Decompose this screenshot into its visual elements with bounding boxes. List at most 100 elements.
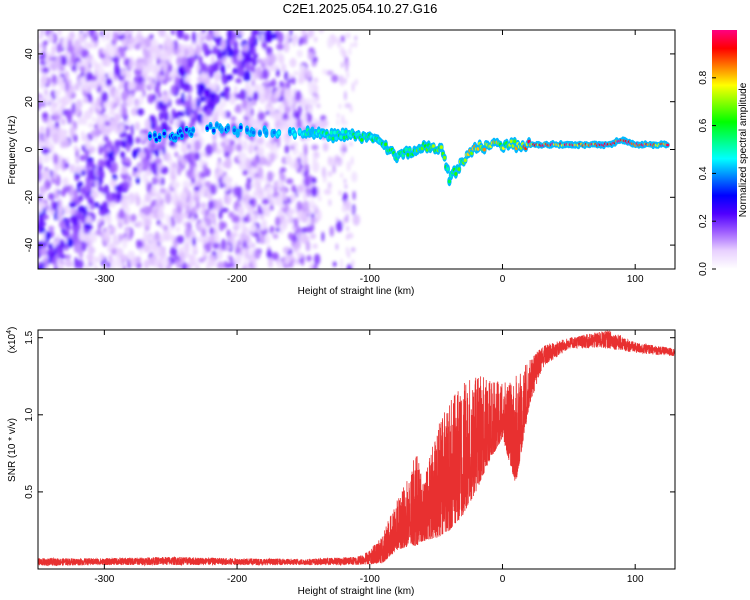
spectrogram-noise-blob (100, 30, 104, 37)
spectrogram-noise-blob (184, 139, 188, 147)
spectrogram-noise-blob (331, 74, 339, 83)
spectrogram-noise-blob (276, 136, 281, 148)
spectrogram-noise-blob (142, 172, 148, 183)
spectrogram-noise-blob (165, 69, 169, 81)
spectrogram-noise-blob (161, 257, 169, 268)
spectrogram-noise-blob (307, 107, 313, 114)
spectrogram-noise-blob (206, 33, 213, 41)
spectrogram-noise-blob (332, 261, 337, 267)
spectrogram-x-label: Height of straight line (km) (298, 286, 415, 297)
spectrogram-noise-blob (248, 36, 255, 45)
spectrogram-noise-blob (228, 211, 235, 219)
spectrogram-noise-blob (101, 186, 107, 194)
spectrogram-noise-blob (264, 90, 269, 100)
spectrogram-noise-blob (269, 53, 277, 64)
ridge-core (342, 135, 346, 140)
spectrogram-noise-blob (87, 169, 96, 181)
spectrogram-noise-blob (265, 185, 273, 196)
spectrogram-noise-blob (42, 214, 50, 220)
spectrogram-noise-blob (111, 161, 119, 173)
x-tick-label: -300 (94, 574, 114, 585)
spectrogram-noise-blob (272, 64, 280, 70)
spectrogram-noise-blob (119, 208, 125, 219)
spectrogram-noise-blob (223, 260, 228, 269)
spectrogram-noise-blob (235, 143, 243, 152)
spectrogram-noise-blob (103, 120, 111, 127)
spectrogram-noise-blob (106, 261, 111, 269)
ridge-core (443, 155, 447, 160)
spectrogram-noise-blob (354, 41, 357, 48)
ridge-core (431, 144, 436, 149)
spectrogram-noise-blob (66, 217, 71, 224)
spectrogram-noise-blob (265, 31, 274, 43)
spectrogram-noise-blob (71, 102, 76, 115)
spectrogram-noise-blob (218, 220, 225, 232)
spectrogram-noise-blob (329, 225, 335, 237)
spectrogram-noise-blob (193, 153, 197, 160)
spectrogram-noise-blob (232, 55, 236, 66)
spectrogram-noise-blob (83, 96, 89, 104)
spectrogram-noise-blob (236, 54, 244, 61)
snr-y-ticks: 0.5 1.0 1.5 (24, 330, 675, 499)
spectrogram-noise-blob (154, 259, 162, 265)
snr-y-multiplier-suffix: ) (7, 327, 18, 330)
spectrogram-noise-blob (198, 55, 203, 66)
spectrogram-noise-blob (160, 177, 165, 186)
snr-panel: -300 -200 -100 0 100 0.5 1.0 1.5 Height of str… (6, 327, 676, 597)
spectrogram-noise-blob (232, 238, 237, 250)
spectrogram-noise-blob (105, 140, 113, 149)
spectrogram-noise-blob (352, 214, 361, 226)
spectrogram-noise-blob (278, 54, 285, 65)
spectrogram-noise-blob (293, 217, 299, 229)
ridge-core (148, 134, 152, 139)
spectrogram-noise-blob (38, 100, 41, 111)
spectrogram-noise-blob (76, 182, 81, 194)
spectrogram-noise-blob (161, 50, 168, 62)
spectrogram-noise-blob (151, 123, 155, 129)
spectrogram-noise-blob (79, 65, 85, 72)
spectrogram-noise-blob (143, 259, 150, 269)
snr-frame (37, 329, 676, 570)
spectrogram-noise-blob (289, 30, 293, 37)
spectrogram-noise-blob (169, 170, 177, 177)
spectrogram-noise-blob (344, 216, 347, 223)
spectrogram-noise-blob (51, 102, 58, 109)
spectrogram-noise-blob (208, 200, 215, 211)
spectrogram-noise-blob (112, 31, 119, 43)
spectrogram-noise-blob (205, 217, 212, 227)
colorbar-label: Normalized spectral amplitude (738, 82, 749, 217)
spectrogram-noise-blob (176, 56, 183, 65)
spectrogram-noise-blob (41, 66, 50, 74)
spectrogram-noise-blob (114, 139, 123, 147)
spectrogram-noise-blob (147, 141, 152, 152)
spectrogram-noise-blob (232, 215, 241, 224)
spectrogram-noise-blob (160, 203, 165, 210)
ridge-core (509, 139, 514, 144)
spectrogram-noise-blob (154, 157, 162, 165)
spectrogram-noise-blob (183, 242, 190, 254)
spectrogram-noise-blob (279, 80, 284, 88)
spectrogram-noise-blob (208, 235, 216, 243)
spectrogram-noise-blob (275, 216, 281, 227)
spectrogram-noise-blob (313, 118, 318, 124)
spectrogram-noise-blob (304, 144, 308, 157)
spectrogram-noise-blob (257, 111, 266, 121)
spectrogram-noise-blob (237, 205, 245, 214)
snr-y-multiplier-exponent: 4 (6, 330, 13, 334)
ridge-core (251, 130, 256, 135)
spectrogram-noise-blob (155, 232, 160, 242)
spectrogram-noise-blob (170, 30, 175, 36)
spectrogram-noise-blob (100, 170, 105, 180)
spectrogram-noise-blob (185, 73, 190, 80)
spectrogram-noise-blob (113, 117, 118, 127)
spectrogram-noise-blob (282, 112, 288, 121)
spectrogram-noise-blob (92, 191, 100, 198)
spectrogram-noise-blob (271, 197, 278, 206)
spectrogram-noise-blob (313, 263, 318, 269)
spectrogram-noise-blob (257, 181, 261, 188)
spectrogram-noise-blob (40, 30, 44, 37)
spectrogram-noise-blob (290, 193, 297, 202)
spectrogram-noise-blob (207, 259, 216, 267)
spectrogram-noise-blob (85, 71, 93, 81)
